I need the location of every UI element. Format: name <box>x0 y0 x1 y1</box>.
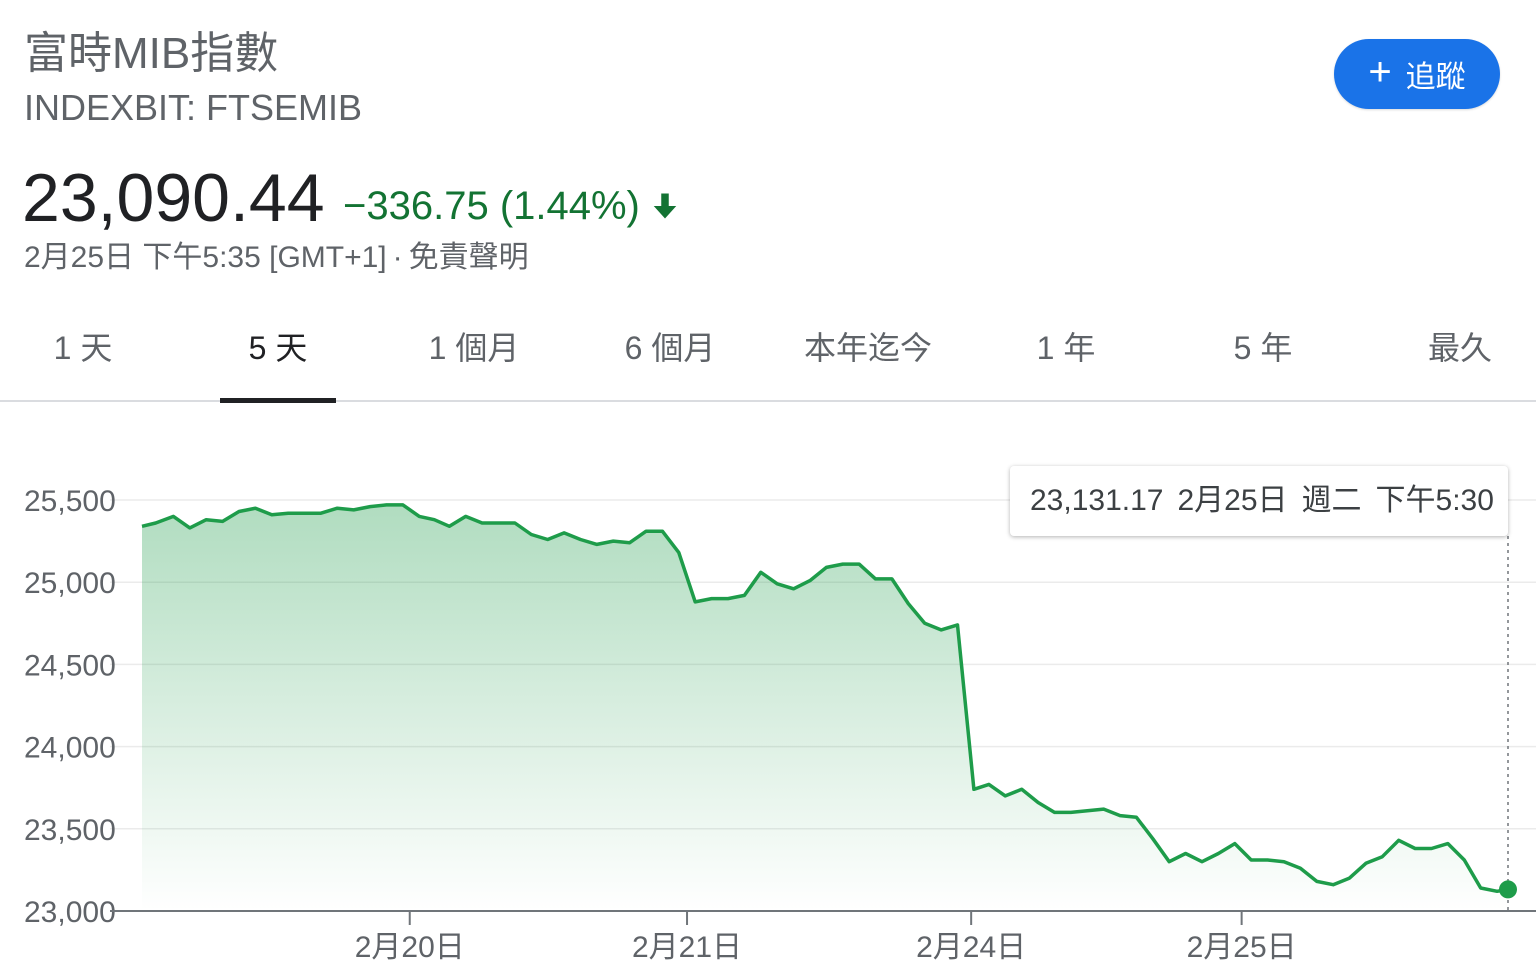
tab-1-day[interactable]: 1 天 <box>53 330 113 366</box>
tab-5-day[interactable]: 5 天 <box>248 330 308 366</box>
price-change: −336.75 (1.44%) <box>343 182 680 230</box>
current-price: 23,090.44 <box>22 160 325 236</box>
hover-point <box>1499 880 1517 899</box>
tab-1-month[interactable]: 1 個月 <box>428 330 520 366</box>
range-tabs: 1 天 5 天 1 個月 6 個月 本年迄今 1 年 5 年 最久 <box>0 300 1536 403</box>
price-area-fill <box>142 504 1508 911</box>
price-chart[interactable]: 23,000 23,500 24,000 24,500 25,000 25,500 2月20… <box>0 400 1536 975</box>
active-tab-indicator <box>220 398 336 403</box>
quote-timestamp: 2月25日 下午5:35 [GMT+1] <box>24 241 387 274</box>
y-tick-label: 23,500 <box>24 814 116 847</box>
tab-6-month[interactable]: 6 個月 <box>624 330 716 366</box>
y-tick-label: 24,000 <box>24 732 116 765</box>
hover-tooltip: 23,131.17 2月25日 週二 下午5:30 <box>1010 466 1508 536</box>
tooltip-date: 2月25日 <box>1177 484 1288 517</box>
disclaimer-link[interactable]: 免責聲明 <box>408 241 529 274</box>
y-tick-label: 25,000 <box>24 567 116 600</box>
x-tick-label: 2月21日 <box>632 931 742 964</box>
y-tick-label: 24,500 <box>24 649 116 682</box>
y-tick-label: 23,000 <box>24 896 116 929</box>
price-change-value: −336.75 (1.44%) <box>343 184 640 228</box>
tab-ytd[interactable]: 本年迄今 <box>803 330 933 366</box>
y-tick-label: 25,500 <box>24 485 116 518</box>
tab-5-year[interactable]: 5 年 <box>1233 330 1293 366</box>
separator: · <box>392 241 403 274</box>
ticker-symbol: INDEXBIT: FTSEMIB <box>24 87 363 128</box>
follow-button-label: 追蹤 <box>1405 61 1466 94</box>
price-line <box>141 503 1509 894</box>
tooltip-weekday: 週二 <box>1301 484 1362 517</box>
quote-timestamp-line: 2月25日 下午5:35 [GMT+1] · 免責聲明 <box>24 238 529 278</box>
plus-icon: + <box>1368 50 1392 94</box>
tab-1-year[interactable]: 1 年 <box>1036 330 1096 366</box>
tooltip-value: 23,131.17 <box>1030 484 1164 517</box>
tooltip-time: 下午5:30 <box>1375 484 1494 517</box>
x-tick-label: 2月25日 <box>1187 931 1297 964</box>
index-title: 富時MIB指數 <box>24 29 279 78</box>
x-tick-label: 2月20日 <box>355 931 465 964</box>
tab-max[interactable]: 最久 <box>1427 330 1493 366</box>
follow-button[interactable]: + 追蹤 <box>1334 39 1500 109</box>
x-tick-label: 2月24日 <box>916 931 1026 964</box>
arrow-down-icon <box>653 193 677 219</box>
